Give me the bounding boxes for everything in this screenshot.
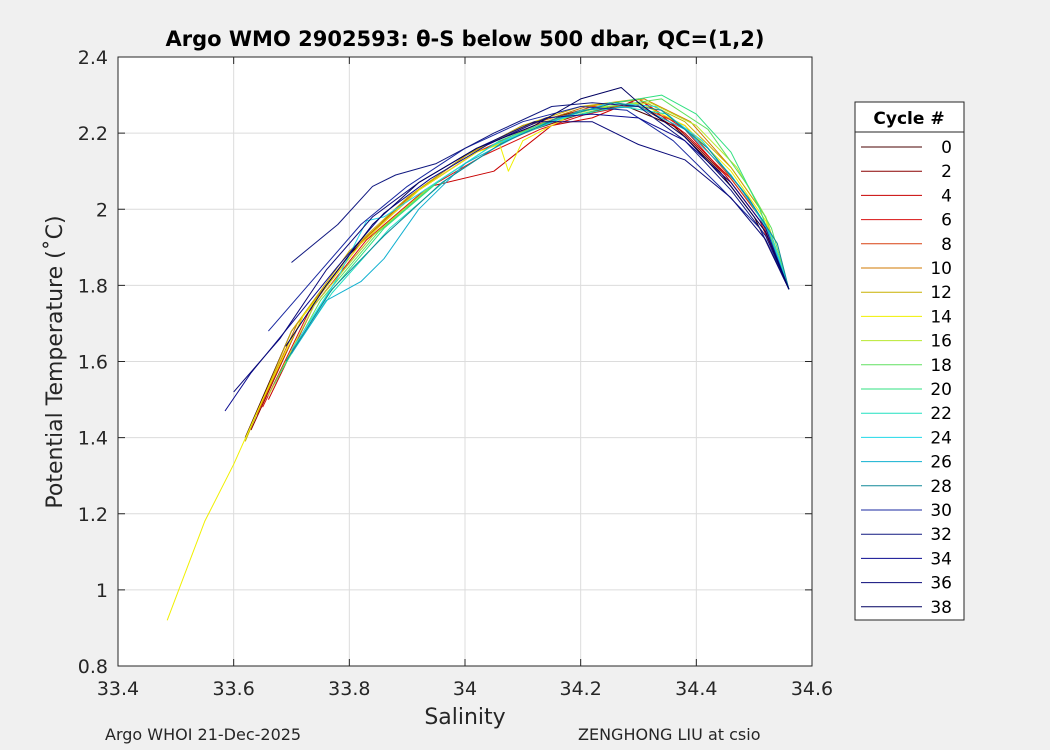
chart-title: Argo WMO 2902593: θ-S below 500 dbar, QC… — [166, 27, 765, 51]
legend-label: 32 — [930, 525, 952, 545]
legend-label: 20 — [930, 380, 952, 400]
legend-label: 6 — [941, 211, 952, 231]
legend-label: 8 — [941, 235, 952, 255]
y-tick-label: 2.2 — [78, 123, 108, 145]
legend-title: Cycle # — [873, 109, 944, 129]
legend-label: 2 — [941, 162, 952, 182]
y-tick-label: 1.8 — [78, 275, 108, 297]
x-tick-label: 33.4 — [97, 678, 139, 700]
legend-label: 10 — [930, 259, 952, 279]
legend-label: 38 — [930, 598, 952, 618]
x-ticks: 33.4 33.6 33.8 34 34.2 34.4 34.6 — [97, 57, 833, 700]
y-axis-label: Potential Temperature (˚C) — [43, 215, 68, 508]
legend-label: 36 — [930, 574, 952, 594]
legend-label: 0 — [941, 138, 952, 158]
series-line-cycle-38 — [285, 87, 790, 347]
series-line-cycle-36 — [233, 121, 790, 393]
legend-label: 4 — [941, 186, 952, 206]
series-line-cycle-26 — [291, 106, 790, 355]
legend-label: 16 — [930, 332, 952, 352]
x-tick-label: 34.6 — [791, 678, 833, 700]
x-tick-label: 33.8 — [328, 678, 370, 700]
series-line-cycle-28 — [285, 102, 790, 362]
legend-label: 18 — [930, 356, 952, 376]
y-tick-label: 2 — [96, 199, 108, 221]
y-tick-label: 1.4 — [78, 428, 108, 450]
x-tick-label: 34.2 — [560, 678, 602, 700]
x-tick-label: 34.4 — [675, 678, 717, 700]
y-ticks: 0.8 1 1.2 1.4 1.6 1.8 2 2.2 2.4 — [78, 47, 812, 678]
legend-label: 12 — [930, 283, 952, 303]
y-tick-label: 0.8 — [78, 656, 108, 678]
series-group — [166, 87, 790, 621]
x-tick-label: 33.6 — [213, 678, 255, 700]
footer-author: ZENGHONG LIU at csio — [578, 725, 761, 744]
series-line-cycle-32 — [291, 102, 790, 290]
legend-label: 24 — [930, 428, 952, 448]
y-tick-label: 2.4 — [78, 47, 108, 69]
legend-box — [854, 101, 965, 621]
footer-source: Argo WHOI 21-Dec-2025 — [105, 725, 302, 744]
legend-label: 34 — [930, 549, 952, 569]
legend-label: 22 — [930, 404, 952, 424]
legend-label: 14 — [930, 307, 952, 327]
series-line-cycle-34 — [224, 113, 790, 412]
y-tick-label: 1.2 — [78, 504, 108, 526]
legend-label: 30 — [930, 501, 952, 521]
y-tick-label: 1 — [96, 580, 108, 602]
y-tick-label: 1.6 — [78, 352, 108, 374]
legend: Cycle # 02468101214161820222426283032343… — [854, 101, 965, 621]
x-tick-label: 34 — [453, 678, 477, 700]
legend-label: 26 — [930, 453, 952, 473]
legend-label: 28 — [930, 477, 952, 497]
x-axis-label: Salinity — [424, 705, 505, 730]
